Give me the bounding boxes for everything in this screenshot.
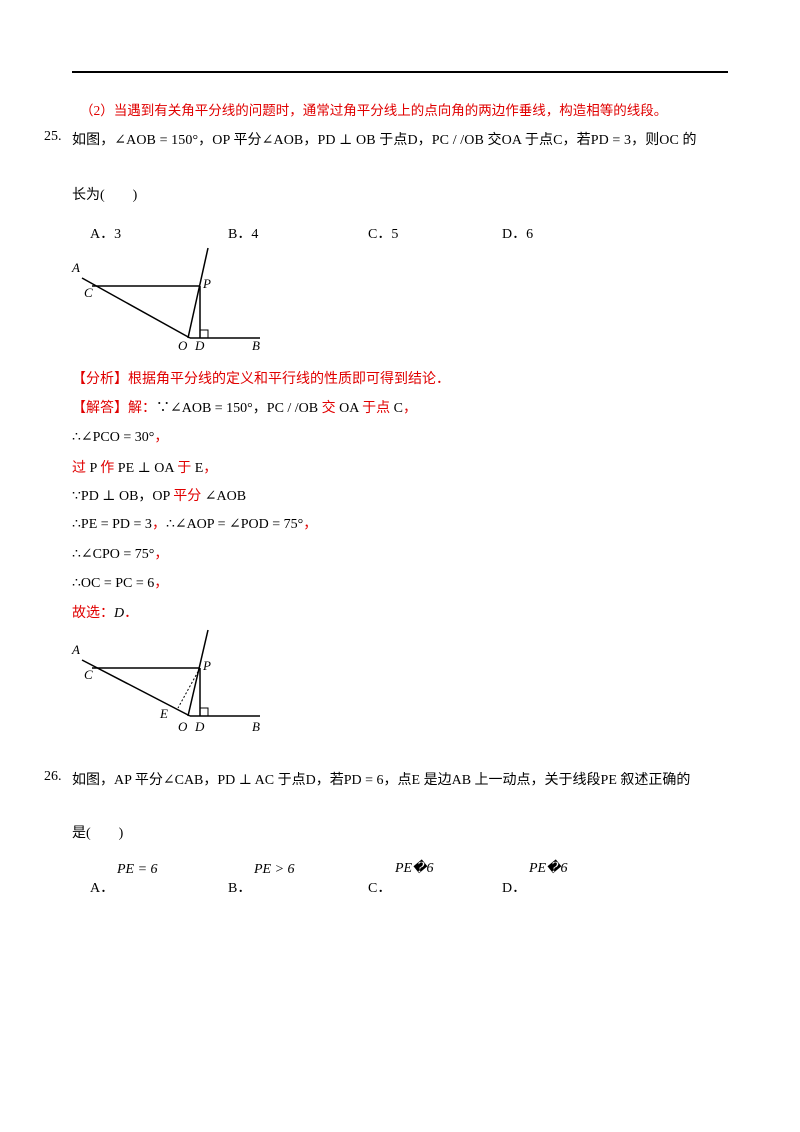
text: ， bbox=[303, 517, 318, 532]
text: ∴∠PCO = 30° bbox=[72, 430, 155, 445]
text: ∴∠AOP = ∠POD = 75° bbox=[165, 517, 304, 532]
text: 【解答】解： bbox=[72, 401, 156, 416]
point-label: P bbox=[202, 276, 211, 291]
text: 过 bbox=[72, 461, 86, 476]
point-label: C bbox=[84, 667, 93, 682]
text: 平分 bbox=[173, 489, 202, 504]
option: C．5 bbox=[368, 227, 399, 242]
option-formula: PE > 6 bbox=[254, 862, 295, 877]
option: B．4 bbox=[228, 227, 259, 242]
option-label: C． bbox=[368, 881, 392, 896]
option-formula: PE�6 bbox=[529, 861, 568, 876]
text: ， bbox=[154, 576, 169, 591]
q-number: 26. bbox=[44, 769, 62, 784]
point-label: O bbox=[178, 338, 188, 353]
option-label: B． bbox=[228, 881, 252, 896]
point-label: A bbox=[71, 260, 80, 275]
text: ∠AOB bbox=[201, 489, 247, 504]
solution-line: 故选：D． bbox=[72, 602, 138, 622]
solution-line: 【解答】解：∵∠AOB = 150°，PC / /OB 交 OA 于点 C， bbox=[72, 397, 417, 417]
text: 交 bbox=[321, 401, 336, 416]
text: 故选： bbox=[72, 606, 114, 621]
text: ， bbox=[151, 517, 166, 532]
text: ∵PD ⊥ OB，OP bbox=[72, 489, 174, 504]
note: （2）当遇到有关角平分线的问题时，通常过角平分线上的点向角的两边作垂线，构造相等… bbox=[80, 103, 668, 118]
q-stem: 是( ) bbox=[72, 826, 124, 841]
text: ∴OC = PC = 6 bbox=[72, 576, 155, 591]
point-label: P bbox=[202, 658, 211, 673]
text: 作 bbox=[100, 461, 115, 476]
q-stem: 长为( ) bbox=[72, 188, 138, 203]
top-rule bbox=[72, 71, 728, 73]
option: D．6 bbox=[502, 227, 534, 242]
text: C bbox=[390, 401, 403, 416]
text: 于点 bbox=[362, 401, 391, 416]
text: ， bbox=[203, 461, 218, 476]
text: OA bbox=[335, 401, 363, 416]
solution-line: ∴∠CPO = 75°， bbox=[72, 543, 168, 563]
solution-line: ∴OC = PC = 6， bbox=[72, 572, 168, 592]
point-label: D bbox=[194, 338, 205, 353]
option-label: D． bbox=[502, 881, 527, 896]
solution-line: 过 P 作 PE ⊥ OA 于 E， bbox=[72, 457, 217, 477]
text: 于 bbox=[177, 461, 192, 476]
text: ． bbox=[124, 606, 139, 621]
solution-line: ∴∠PCO = 30°， bbox=[72, 426, 168, 446]
point-label: E bbox=[159, 706, 168, 721]
option-formula: PE�6 bbox=[395, 861, 434, 876]
option: A．3 bbox=[90, 227, 122, 242]
solution-line: ∴PE = PD = 3，∴∠AOP = ∠POD = 75°， bbox=[72, 513, 317, 533]
point-label: O bbox=[178, 719, 188, 734]
figure-2 bbox=[81, 629, 260, 717]
figure-1 bbox=[81, 247, 260, 339]
solution-line: ∵PD ⊥ OB，OP 平分 ∠AOB bbox=[72, 485, 246, 505]
q-number: 25. bbox=[44, 129, 62, 144]
point-label: C bbox=[84, 285, 93, 300]
text: ∵∠AOB = 150°，PC / /OB bbox=[156, 401, 322, 416]
option-label: A． bbox=[90, 881, 115, 896]
text: P bbox=[86, 461, 101, 476]
text: E bbox=[191, 461, 204, 476]
text: ∴∠CPO = 75° bbox=[72, 547, 155, 562]
text: ， bbox=[154, 430, 169, 445]
text: D bbox=[114, 606, 125, 621]
point-label: A bbox=[71, 642, 80, 657]
option-formula: PE = 6 bbox=[117, 862, 158, 877]
analysis: 【分析】根据角平分线的定义和平行线的性质即可得到结论． bbox=[72, 372, 450, 387]
q-stem: 如图，AP 平分∠CAB，PD ⊥ AC 于点D，若PD = 6，点E 是边AB… bbox=[72, 773, 691, 788]
point-label: D bbox=[194, 719, 205, 734]
text: ∴PE = PD = 3 bbox=[72, 517, 152, 532]
q-stem: 如图，∠AOB = 150°，OP 平分∠AOB，PD ⊥ OB 于点D，PC … bbox=[72, 133, 697, 148]
point-label: B bbox=[252, 338, 260, 353]
point-label: B bbox=[252, 719, 260, 734]
text: ， bbox=[402, 401, 417, 416]
text: ， bbox=[154, 547, 169, 562]
text: PE ⊥ OA bbox=[114, 461, 178, 476]
